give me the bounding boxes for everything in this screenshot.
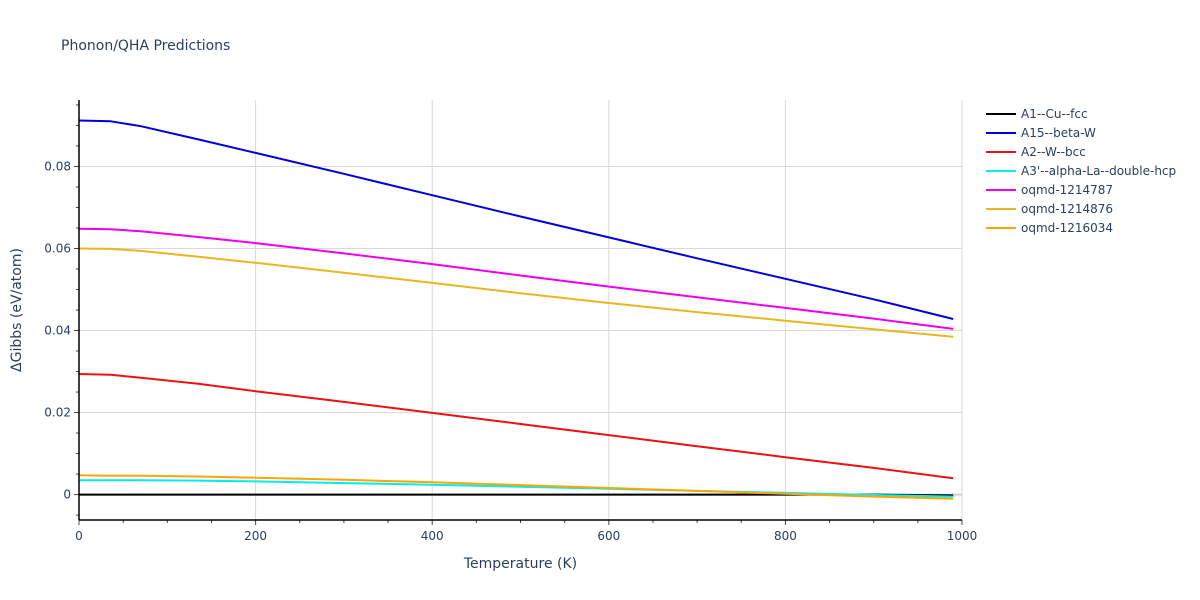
legend-item[interactable]: oqmd-1214787 xyxy=(986,183,1113,197)
legend-item[interactable]: oqmd-1214876 xyxy=(986,202,1113,216)
x-tick-label: 0 xyxy=(75,529,83,543)
y-tick-label: 0.02 xyxy=(44,406,71,420)
legend-label: A3'--alpha-La--double-hcp xyxy=(1021,164,1176,178)
legend-label: oqmd-1214876 xyxy=(1021,202,1113,216)
legend-label: oqmd-1214787 xyxy=(1021,183,1113,197)
series-line-oqmd-1214876[interactable] xyxy=(78,247,954,338)
y-axis-title: ΔGibbs (eV/atom) xyxy=(9,248,25,372)
y-tick-label: 0.04 xyxy=(44,324,71,338)
x-tick-label: 1000 xyxy=(947,529,978,543)
y-tick-label: 0.08 xyxy=(44,159,71,173)
chart-title: Phonon/QHA Predictions xyxy=(61,38,230,54)
legend-label: A1--Cu--fcc xyxy=(1021,107,1088,121)
legend-item[interactable]: A2--W--bcc xyxy=(986,145,1086,159)
legend-item[interactable]: oqmd-1216034 xyxy=(986,221,1113,235)
y-tick-label: 0.06 xyxy=(44,241,71,255)
legend-item[interactable]: A3'--alpha-La--double-hcp xyxy=(986,164,1176,178)
series-line-oqmd-1216034[interactable] xyxy=(78,474,954,500)
x-axis-title: Temperature (K) xyxy=(463,556,577,572)
y-tick-label: 0 xyxy=(63,488,71,502)
x-tick-label: 800 xyxy=(774,529,797,543)
gridlines xyxy=(79,100,963,520)
series-line-a15-beta-w[interactable] xyxy=(78,119,954,320)
legend-label: A2--W--bcc xyxy=(1021,145,1086,159)
x-tick-label: 200 xyxy=(244,529,267,543)
plot-area[interactable] xyxy=(78,119,954,500)
axes: 0 200 400 600 800 1000 0 0.02 0.04 0.06 0.08 xyxy=(44,100,977,543)
x-tick-label: 400 xyxy=(421,529,444,543)
x-tick-label: 600 xyxy=(597,529,620,543)
legend: A1--Cu--fcc A15--beta-W A2--W--bcc A3'--alp… xyxy=(986,107,1176,235)
legend-item[interactable]: A15--beta-W xyxy=(986,126,1096,140)
legend-label: oqmd-1216034 xyxy=(1021,221,1113,235)
series-line-a2-w-bcc[interactable] xyxy=(78,373,954,480)
legend-label: A15--beta-W xyxy=(1021,126,1096,140)
legend-item[interactable]: A1--Cu--fcc xyxy=(986,107,1088,121)
series-line-oqmd-1214787[interactable] xyxy=(78,227,954,330)
